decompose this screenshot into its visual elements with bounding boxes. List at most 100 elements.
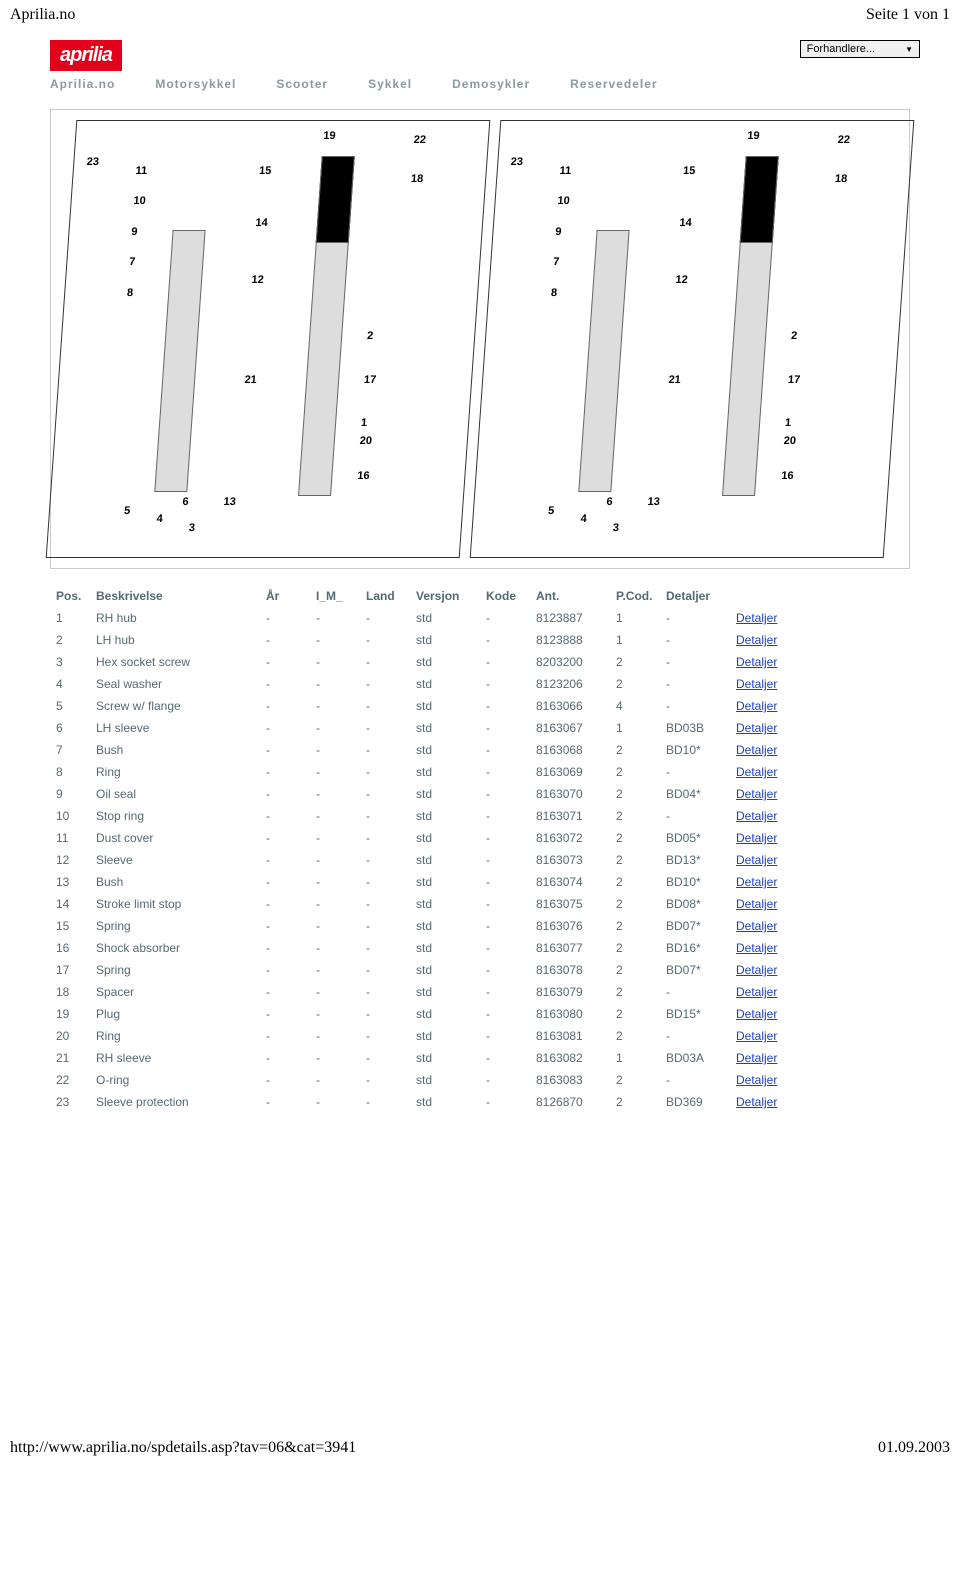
cell: Oil seal — [90, 783, 260, 805]
details-link[interactable]: Detaljer — [736, 875, 777, 889]
details-link[interactable]: Detaljer — [736, 941, 777, 955]
column-header: Versjon — [410, 585, 480, 607]
cell: 12 — [50, 849, 90, 871]
cell: - — [310, 1047, 360, 1069]
cell: 8163079 — [530, 981, 610, 1003]
table-row: 23Sleeve protection---std-81268702BD369D… — [50, 1091, 910, 1113]
cell: - — [260, 717, 310, 739]
table-row: 20Ring---std-81630812-Detaljer — [50, 1025, 910, 1047]
cell: - — [310, 739, 360, 761]
details-link[interactable]: Detaljer — [736, 963, 777, 977]
cell: 2 — [610, 871, 660, 893]
cell: std — [410, 783, 480, 805]
diagram-callout: 9 — [555, 226, 562, 238]
page-footer: http://www.aprilia.no/spdetails.asp?tav=… — [0, 1433, 960, 1463]
cell: - — [310, 959, 360, 981]
cell: - — [360, 629, 410, 651]
details-link[interactable]: Detaljer — [736, 1095, 777, 1109]
cell: 2 — [610, 849, 660, 871]
nav-item[interactable]: Reservedeler — [570, 77, 657, 91]
cell: 21 — [50, 1047, 90, 1069]
column-header: Ant. — [530, 585, 610, 607]
diagram-callout: 15 — [683, 165, 696, 177]
table-row: 2LH hub---std-81238881-Detaljer — [50, 629, 910, 651]
diagram-callout: 3 — [612, 522, 619, 534]
nav-item[interactable]: Motorsykkel — [155, 77, 236, 91]
details-link[interactable]: Detaljer — [736, 919, 777, 933]
column-header: P.Cod. — [610, 585, 660, 607]
details-link[interactable]: Detaljer — [736, 787, 777, 801]
details-link[interactable]: Detaljer — [736, 743, 777, 757]
cell: 2 — [610, 783, 660, 805]
details-link[interactable]: Detaljer — [736, 897, 777, 911]
details-link[interactable]: Detaljer — [736, 1073, 777, 1087]
details-link[interactable]: Detaljer — [736, 831, 777, 845]
table-row: 4Seal washer---std-81232062-Detaljer — [50, 673, 910, 695]
details-link[interactable]: Detaljer — [736, 633, 777, 647]
cell: - — [480, 1003, 530, 1025]
cell: 1 — [610, 1047, 660, 1069]
details-link[interactable]: Detaljer — [736, 721, 777, 735]
cell: RH hub — [90, 607, 260, 629]
cell: 7 — [50, 739, 90, 761]
details-link[interactable]: Detaljer — [736, 655, 777, 669]
cell: std — [410, 937, 480, 959]
cell: 3 — [50, 651, 90, 673]
column-header: Land — [360, 585, 410, 607]
nav-item[interactable]: Demosykler — [452, 77, 530, 91]
cell: 8163071 — [530, 805, 610, 827]
diagram-panel-right: 2311109781915142218122211712016654313 — [470, 120, 915, 558]
cell: 2 — [610, 1003, 660, 1025]
cell: std — [410, 629, 480, 651]
diagram-callout: 18 — [411, 173, 424, 185]
cell: - — [360, 1047, 410, 1069]
cell: 22 — [50, 1069, 90, 1091]
cell: Screw w/ flange — [90, 695, 260, 717]
cell: - — [260, 783, 310, 805]
cell: 8163066 — [530, 695, 610, 717]
cell: 13 — [50, 871, 90, 893]
details-link[interactable]: Detaljer — [736, 809, 777, 823]
cell: 1 — [610, 717, 660, 739]
diagram-callout: 13 — [223, 496, 236, 508]
cell: 2 — [610, 1091, 660, 1113]
cell: - — [310, 1069, 360, 1091]
cell: 15 — [50, 915, 90, 937]
table-row: 14Stroke limit stop---std-81630752BD08*D… — [50, 893, 910, 915]
details-link[interactable]: Detaljer — [736, 677, 777, 691]
details-link[interactable]: Detaljer — [736, 1007, 777, 1021]
cell: - — [480, 1047, 530, 1069]
cell: - — [260, 761, 310, 783]
cell: 2 — [610, 915, 660, 937]
details-link[interactable]: Detaljer — [736, 985, 777, 999]
cell: - — [310, 1025, 360, 1047]
cell: - — [660, 673, 730, 695]
dealers-dropdown[interactable]: Forhandlere... — [800, 40, 920, 58]
cell: 2 — [610, 1069, 660, 1091]
nav-item[interactable]: Scooter — [276, 77, 328, 91]
cell: - — [360, 1003, 410, 1025]
details-link[interactable]: Detaljer — [736, 1051, 777, 1065]
cell: - — [480, 959, 530, 981]
cell: std — [410, 717, 480, 739]
cell: std — [410, 981, 480, 1003]
cell: - — [660, 607, 730, 629]
cell: 5 — [50, 695, 90, 717]
cell: 2 — [610, 827, 660, 849]
cell: Hex socket screw — [90, 651, 260, 673]
nav-item[interactable]: Sykkel — [368, 77, 412, 91]
cell: std — [410, 1003, 480, 1025]
details-link[interactable]: Detaljer — [736, 611, 777, 625]
nav-item[interactable]: Aprilia.no — [50, 77, 115, 91]
details-link[interactable]: Detaljer — [736, 699, 777, 713]
diagram-callout: 12 — [675, 274, 688, 286]
cell: 8163080 — [530, 1003, 610, 1025]
cell: std — [410, 651, 480, 673]
cell: 2 — [610, 673, 660, 695]
table-row: 19Plug---std-81630802BD15*Detaljer — [50, 1003, 910, 1025]
details-link[interactable]: Detaljer — [736, 1029, 777, 1043]
details-link[interactable]: Detaljer — [736, 853, 777, 867]
details-link[interactable]: Detaljer — [736, 765, 777, 779]
cell: BD07* — [660, 959, 730, 981]
aprilia-logo[interactable]: aprilia — [50, 40, 122, 71]
